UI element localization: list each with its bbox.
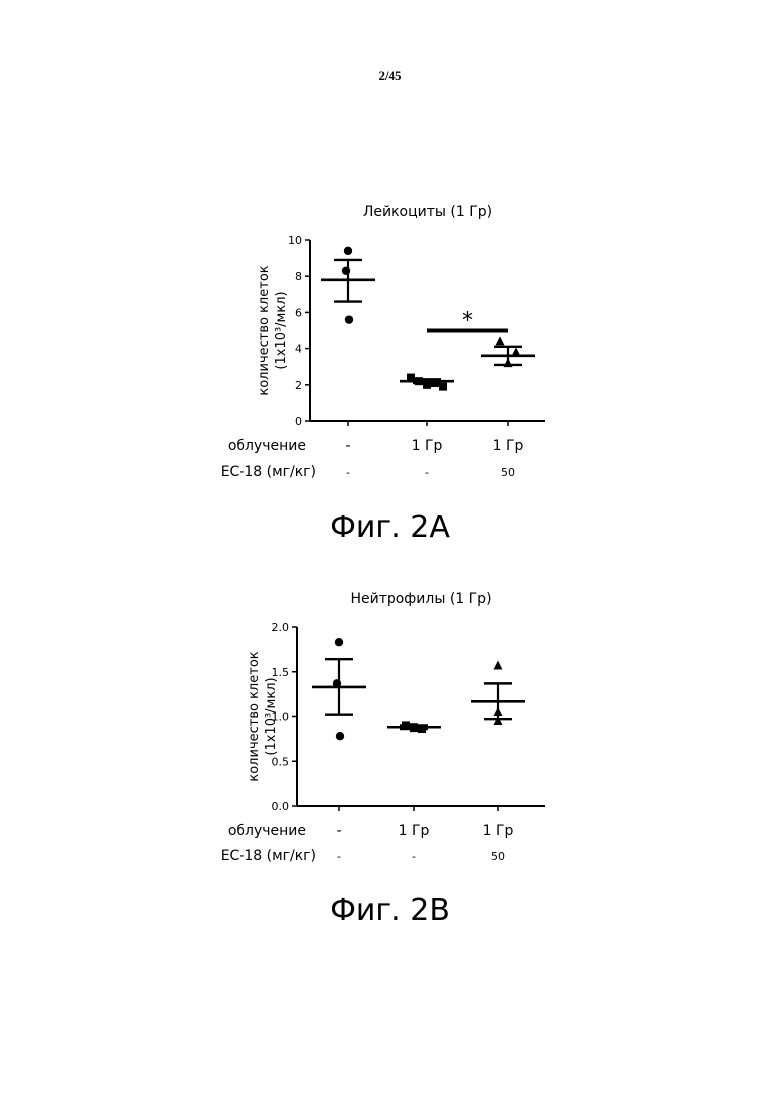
y-tick-label: 2.0 <box>272 621 290 634</box>
figure-caption-2a: Фиг. 2A <box>0 510 780 545</box>
data-point-circle <box>335 638 343 646</box>
y-tick-label: 1.5 <box>272 666 290 679</box>
row-label-irradiation: облучение <box>228 823 306 839</box>
irradiation-value: 1 Гр <box>399 823 430 839</box>
y-tick-label: 0.0 <box>272 800 290 813</box>
data-point-circle <box>336 732 344 740</box>
dose-value: 50 <box>491 850 505 863</box>
y-tick-label: 0.5 <box>272 755 290 768</box>
chart-title: Нейтрофилы (1 Гр) <box>350 591 491 607</box>
irradiation-value: - <box>336 823 341 839</box>
figure-caption-2b: Фиг. 2B <box>0 893 780 928</box>
dose-value: - <box>337 850 341 863</box>
dose-value: - <box>412 850 416 863</box>
row-label-ec18: EC-18 (мг/кг) <box>221 848 316 864</box>
data-point-triangle <box>494 660 503 669</box>
irradiation-value: 1 Гр <box>483 823 514 839</box>
